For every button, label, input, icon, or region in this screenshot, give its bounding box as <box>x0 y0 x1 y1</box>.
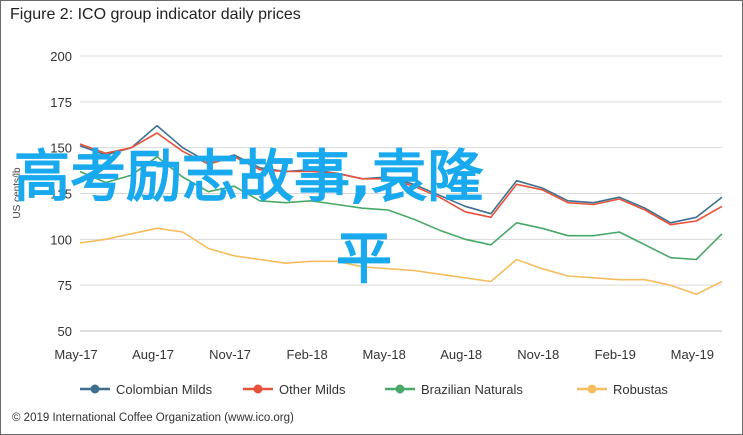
y-tick-label: 175 <box>50 95 72 110</box>
x-tick-label: Feb-18 <box>287 347 328 362</box>
y-tick-label: 100 <box>50 232 72 247</box>
legend-colombian-milds-label: Colombian Milds <box>116 382 213 397</box>
legend-other-milds-label: Other Milds <box>279 382 346 397</box>
x-tick-label: Nov-17 <box>209 347 251 362</box>
x-tick-label: May-18 <box>362 347 405 362</box>
legend-other-milds-marker <box>254 385 263 394</box>
series-line-robustas <box>80 228 722 294</box>
legend-colombian-milds-marker <box>91 385 100 394</box>
legend-robustas-label: Robustas <box>613 382 668 397</box>
y-tick-label: 50 <box>58 324 72 339</box>
watermark-text: 高考励志故事,袁隆 <box>14 150 483 206</box>
y-tick-label: 200 <box>50 49 72 64</box>
legend-robustas-marker <box>588 385 597 394</box>
legend: Colombian Milds Other Milds Brazilian Natu… <box>80 382 668 397</box>
x-tick-label: Aug-17 <box>132 347 174 362</box>
x-tick-label: Feb-19 <box>595 347 636 362</box>
copyright-credit: © 2019 International Coffee Organization… <box>12 412 294 424</box>
x-tick-label: May-19 <box>671 347 714 362</box>
watermark-text-2: 平 <box>336 232 392 288</box>
y-tick-label: 75 <box>58 278 72 293</box>
legend-brazilian-naturals-marker <box>396 385 405 394</box>
x-tick-label: May-17 <box>54 347 97 362</box>
legend-brazilian-naturals-label: Brazilian Naturals <box>421 382 523 397</box>
x-tick-label: Aug-18 <box>440 347 482 362</box>
x-tick-label: Nov-18 <box>517 347 559 362</box>
